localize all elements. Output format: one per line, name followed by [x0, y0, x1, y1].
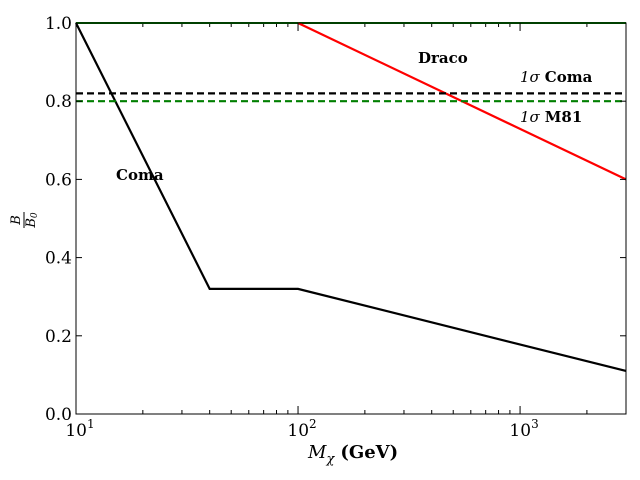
x-tick-label-1: 102	[287, 417, 316, 441]
y-tick-label-1: 0.2	[45, 327, 72, 347]
plot-area	[76, 23, 626, 414]
y-tick-labels: 0.0 0.2 0.4 0.6 0.8 1.0	[45, 14, 72, 425]
axes-frame	[75, 22, 627, 415]
series-line-coma	[75, 22, 627, 373]
y-tick-label-4: 0.8	[45, 92, 72, 112]
annotation-draco: Draco	[418, 49, 468, 67]
y-tick-label-2: 0.4	[45, 249, 72, 269]
y-axis-label-numerator: B	[9, 215, 24, 226]
y-tick-label-3: 0.6	[45, 170, 72, 190]
x-tick-label-0: 101	[65, 417, 94, 441]
y-tick-label-0: 0.0	[45, 405, 72, 425]
annotation-1sigma-m81: 1σ M81	[520, 108, 582, 126]
x-tick-labels: 101 102 103	[65, 417, 538, 441]
y-axis-label: B B0	[9, 212, 40, 229]
major-ticks	[75, 22, 626, 415]
x-tick-label-2: 103	[509, 417, 538, 441]
annotation-1sigma-coma: 1σ Coma	[520, 68, 593, 86]
x-axis-label: Mχ (GeV)	[307, 442, 398, 467]
y-axis-label-denominator: B0	[24, 212, 40, 229]
annotation-coma: Coma	[116, 166, 164, 184]
y-tick-label-5: 1.0	[45, 14, 72, 34]
